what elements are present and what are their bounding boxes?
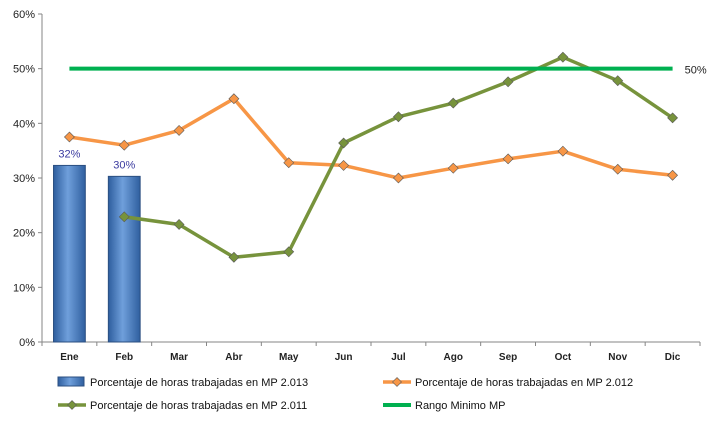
bar — [107, 175, 141, 343]
target-line-label: 50% — [685, 65, 707, 77]
line-point-marker — [392, 172, 404, 184]
line-point-marker — [173, 219, 185, 230]
legend-label: Rango Minimo MP — [415, 400, 505, 412]
line-point-marker — [557, 51, 569, 63]
line-point-marker — [612, 75, 624, 87]
line-point-marker — [283, 157, 295, 169]
y-tick-label: 60% — [13, 9, 35, 21]
y-tick-label: 0% — [19, 337, 35, 349]
y-tick-label: 10% — [13, 282, 35, 294]
x-tick-label: Feb — [115, 352, 133, 363]
x-tick-label: Sep — [499, 352, 517, 363]
line-point-marker — [667, 112, 679, 124]
series-line-1 — [69, 96, 673, 180]
line-point-marker — [612, 163, 624, 175]
line-point-marker — [502, 153, 514, 165]
legend-swatch-bar — [57, 376, 85, 387]
line-point-marker — [63, 131, 75, 143]
legend-label: Porcentaje de horas trabajadas en MP 2.0… — [415, 377, 633, 389]
line-point-marker — [118, 139, 130, 151]
line-point-marker — [338, 160, 350, 171]
x-tick-label: Jul — [391, 352, 406, 363]
line-point-marker — [283, 246, 295, 258]
y-tick-label: 50% — [13, 64, 35, 76]
x-tick-label: Jun — [335, 352, 353, 363]
x-tick-label: Mar — [170, 352, 188, 363]
line-point-marker — [173, 125, 185, 136]
legend-label: Porcentaje de horas trabajadas en MP 2.0… — [90, 377, 308, 389]
legend-label: Porcentaje de horas trabajadas en MP 2.0… — [90, 400, 307, 412]
bar — [53, 164, 86, 343]
line-point-marker — [447, 162, 459, 174]
line-point-marker — [447, 97, 459, 109]
series-line-2 — [124, 55, 674, 260]
x-tick-label: Oct — [555, 352, 572, 363]
line-point-marker — [228, 251, 240, 263]
x-tick-label: Ene — [60, 352, 79, 363]
line-point-marker — [338, 137, 350, 149]
x-tick-label: May — [279, 352, 299, 363]
bar-data-label: 30% — [113, 159, 135, 171]
line-point-marker — [667, 169, 679, 181]
line-point-marker — [228, 93, 240, 105]
legend-swatch-marker — [67, 400, 77, 410]
line-point-marker — [502, 76, 514, 88]
x-tick-label: Abr — [225, 352, 242, 363]
line-point-marker — [118, 211, 130, 223]
x-tick-label: Dic — [665, 352, 681, 363]
bar-data-label: 32% — [58, 148, 80, 160]
line-point-marker — [392, 111, 404, 123]
legend-swatch-marker — [392, 377, 402, 387]
x-tick-label: Ago — [444, 352, 463, 363]
y-tick-label: 40% — [13, 118, 35, 130]
y-tick-label: 20% — [13, 228, 35, 240]
x-tick-label: Nov — [608, 352, 627, 363]
y-tick-label: 30% — [13, 173, 35, 185]
line-point-marker — [557, 145, 569, 157]
